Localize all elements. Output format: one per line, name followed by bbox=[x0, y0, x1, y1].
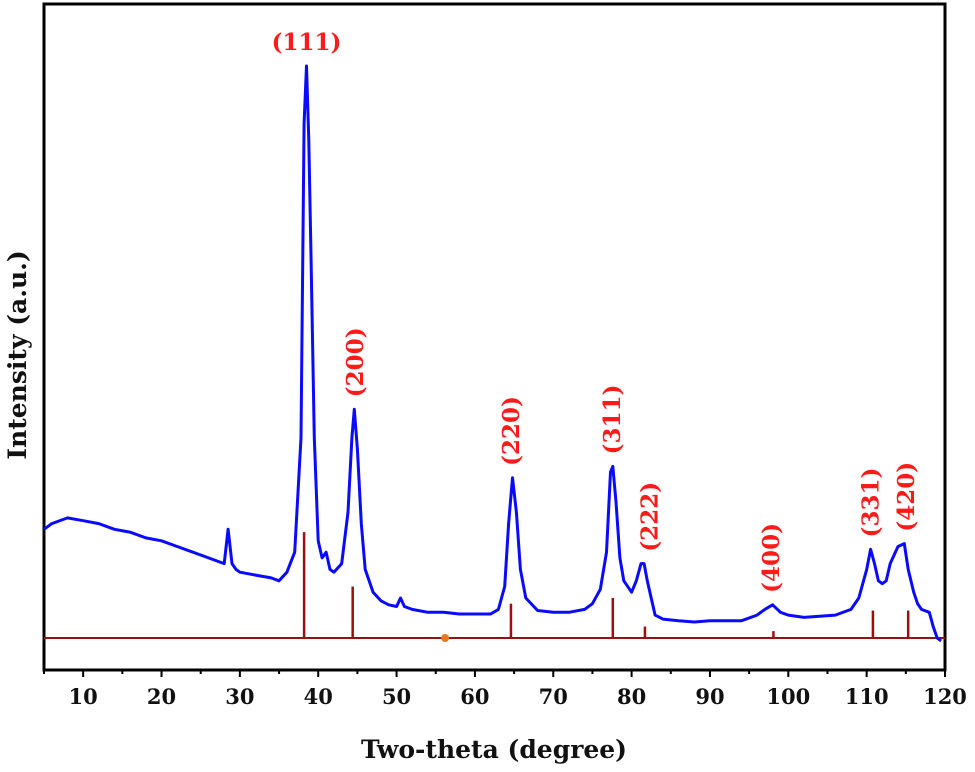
peak-labels: (111) (200) (220) (311) (222) (400) (331) (420) bbox=[272, 29, 920, 593]
peak-label: (222) bbox=[637, 482, 664, 552]
x-axis-title: Two-theta (degree) bbox=[361, 735, 627, 764]
reference-sticks bbox=[302, 532, 910, 638]
peak-label: (111) bbox=[272, 29, 342, 56]
peak-label: (400) bbox=[758, 523, 785, 593]
peak-label: (220) bbox=[498, 396, 525, 466]
x-tick-label: 20 bbox=[147, 684, 176, 709]
peak-label: (311) bbox=[599, 385, 626, 455]
x-tick-label: 40 bbox=[304, 684, 333, 709]
x-tick-label: 80 bbox=[617, 684, 646, 709]
x-tick-label: 50 bbox=[382, 684, 411, 709]
marker-circle bbox=[441, 634, 450, 642]
x-tick-label: 90 bbox=[695, 684, 724, 709]
x-tick-label: 100 bbox=[766, 684, 810, 709]
peak-label: (420) bbox=[893, 462, 920, 532]
x-tick-label: 60 bbox=[460, 684, 489, 709]
peak-label: (200) bbox=[342, 327, 369, 397]
x-tick-label: 70 bbox=[539, 684, 568, 709]
x-tick-label: 10 bbox=[69, 684, 98, 709]
plot-frame bbox=[42, 2, 947, 672]
x-tick-label: 30 bbox=[225, 684, 254, 709]
y-axis-title: Intensity (a.u.) bbox=[3, 250, 32, 459]
x-tick-label: 110 bbox=[845, 684, 889, 709]
x-tick-label: 120 bbox=[923, 684, 967, 709]
peak-label: (331) bbox=[858, 468, 885, 538]
pattern-path bbox=[43, 64, 942, 643]
marker-dot bbox=[441, 634, 450, 642]
xrd-pattern-line bbox=[43, 64, 942, 643]
x-axis-ticks bbox=[43, 670, 946, 677]
x-axis-tick-labels: 10 20 30 40 50 60 70 80 90 100 110 120 bbox=[69, 684, 967, 709]
